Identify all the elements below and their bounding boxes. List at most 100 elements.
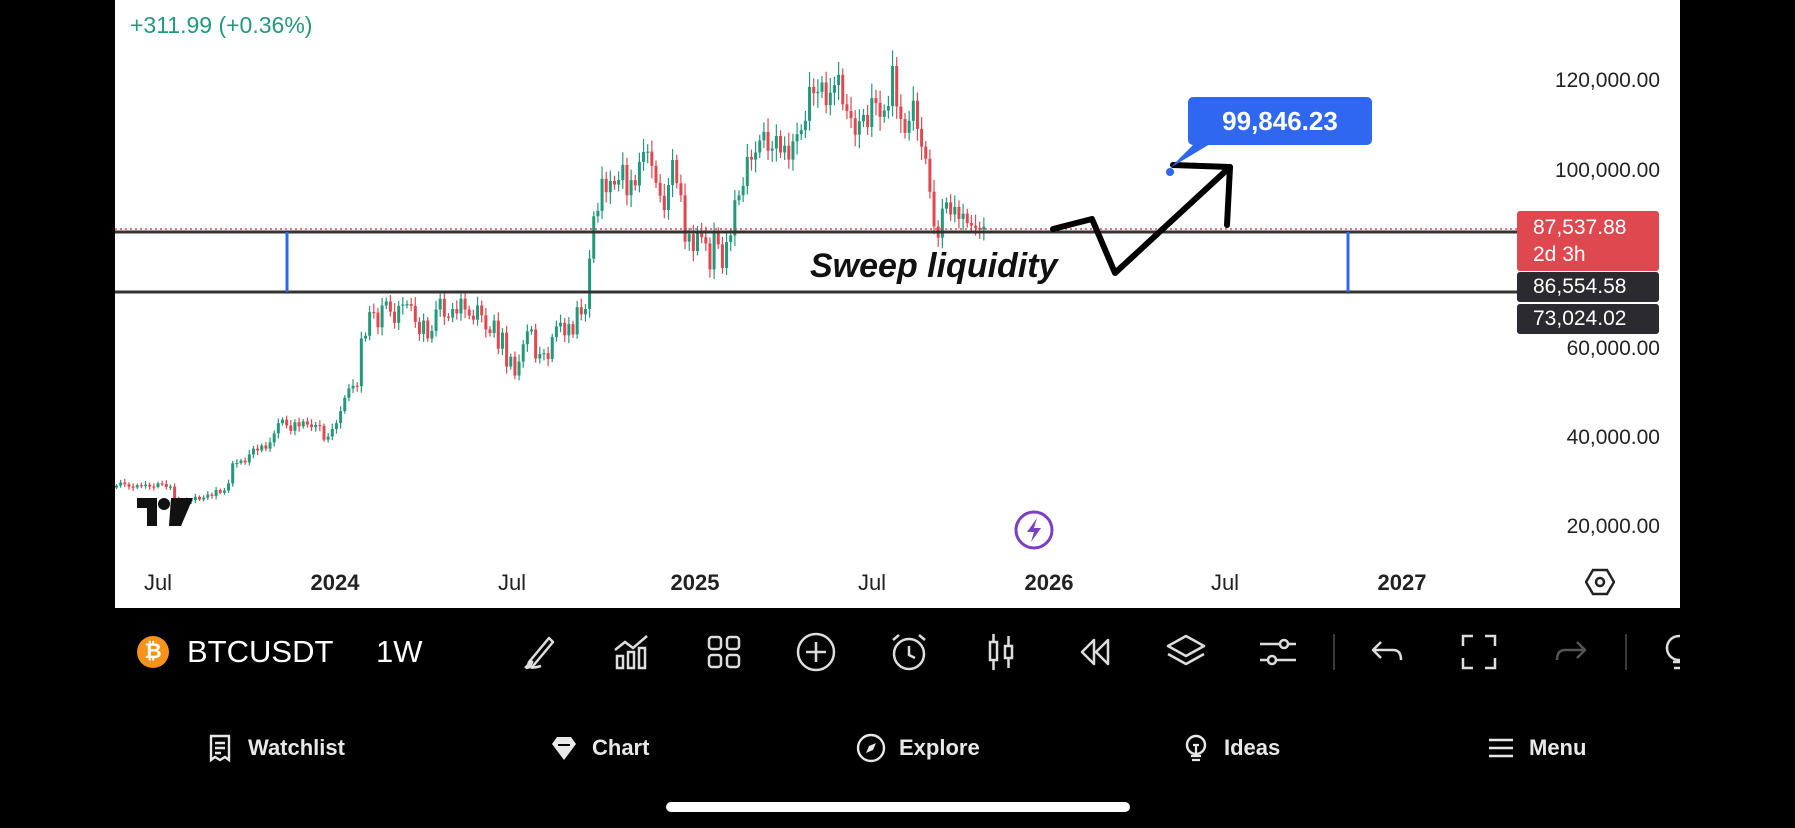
candle-body[interactable] (969, 222, 973, 226)
candle-body[interactable] (554, 326, 558, 338)
candle-body[interactable] (687, 234, 691, 242)
candle-body[interactable] (139, 485, 143, 487)
candle-body[interactable] (222, 490, 226, 493)
candle-body[interactable] (783, 145, 787, 153)
candle-body[interactable] (808, 86, 812, 121)
candle-body[interactable] (945, 202, 948, 209)
candle-body[interactable] (862, 115, 865, 122)
candle-body[interactable] (779, 135, 782, 153)
candle-body[interactable] (845, 104, 849, 111)
candle-body[interactable] (754, 152, 758, 160)
candle-body[interactable] (148, 484, 152, 487)
candle-body[interactable] (824, 82, 828, 106)
candle-body[interactable] (729, 235, 733, 243)
candle-body[interactable] (202, 497, 206, 500)
candle-body[interactable] (297, 422, 301, 427)
candle-body[interactable] (351, 385, 355, 389)
layout-grid-icon[interactable] (700, 628, 748, 676)
candle-body[interactable] (741, 185, 745, 196)
candle-body[interactable] (546, 353, 550, 359)
chart-settings-icon[interactable] (1585, 567, 1615, 597)
candle-body[interactable] (654, 165, 658, 183)
candle-body[interactable] (924, 146, 928, 159)
candle-body[interactable] (915, 100, 919, 129)
candle-body[interactable] (795, 134, 799, 142)
candle-body[interactable] (513, 356, 517, 376)
candle-body[interactable] (525, 331, 529, 345)
candle-body[interactable] (488, 329, 492, 334)
candle-body[interactable] (774, 135, 778, 149)
nav-chart[interactable]: Chart (548, 728, 649, 768)
candle-body[interactable] (405, 304, 409, 306)
candle-body[interactable] (621, 164, 625, 181)
candle-body[interactable] (127, 484, 131, 487)
candle-body[interactable] (339, 411, 343, 424)
candle-body[interactable] (700, 230, 704, 238)
candle-body[interactable] (434, 309, 438, 331)
candle-body[interactable] (471, 315, 475, 320)
candle-body[interactable] (476, 305, 480, 320)
candle-body[interactable] (675, 160, 679, 184)
candle-body[interactable] (260, 445, 264, 451)
candle-body[interactable] (820, 82, 824, 92)
candle-body[interactable] (372, 312, 376, 314)
candle-body[interactable] (874, 98, 878, 103)
candle-body[interactable] (164, 483, 168, 487)
candle-body[interactable] (496, 320, 500, 349)
candle-body[interactable] (866, 115, 870, 128)
nav-watchlist[interactable]: Watchlist (204, 728, 345, 768)
candle-body[interactable] (886, 106, 890, 111)
candle-body[interactable] (812, 86, 816, 94)
candle-body[interactable] (683, 195, 687, 242)
candle-body[interactable] (168, 486, 172, 488)
candle-body[interactable] (708, 243, 712, 270)
candle-body[interactable] (355, 385, 359, 387)
candle-body[interactable] (878, 102, 882, 117)
candle-body[interactable] (463, 298, 467, 310)
candle-body[interactable] (737, 195, 741, 201)
candle-body[interactable] (509, 356, 513, 367)
candle-body[interactable] (891, 65, 895, 107)
candle-body[interactable] (214, 490, 218, 496)
candle-body[interactable] (857, 121, 861, 135)
candle-body[interactable] (156, 483, 160, 487)
candle-body[interactable] (949, 202, 953, 215)
candle-body[interactable] (691, 234, 695, 252)
candle-body[interactable] (932, 191, 936, 227)
candle-body[interactable] (442, 298, 446, 317)
candle-body[interactable] (559, 322, 563, 327)
candle-body[interactable] (658, 182, 662, 196)
candle-body[interactable] (974, 225, 978, 228)
candle-body[interactable] (314, 424, 318, 428)
candle-body[interactable] (409, 304, 413, 306)
candle-body[interactable] (326, 436, 330, 440)
candle-body[interactable] (281, 419, 284, 424)
projection-arrow[interactable] (1050, 164, 1233, 276)
candle-body[interactable] (521, 344, 525, 362)
candle-body[interactable] (318, 424, 322, 427)
symbol-selector[interactable]: BTCUSDT (187, 634, 334, 669)
candle-body[interactable] (579, 307, 583, 315)
candle-body[interactable] (745, 156, 749, 186)
bitcoin-icon[interactable]: ₿ (137, 636, 169, 668)
candle-body[interactable] (642, 152, 646, 162)
candle-body[interactable] (961, 213, 965, 219)
candle-body[interactable] (343, 397, 347, 412)
candle-body[interactable] (380, 305, 384, 328)
candle-body[interactable] (173, 486, 177, 499)
candle-body[interactable] (451, 309, 455, 318)
candle-body[interactable] (920, 128, 924, 147)
candle-body[interactable] (119, 482, 123, 486)
target-price-callout[interactable]: 99,846.23 (1188, 97, 1372, 145)
redo-icon[interactable] (1547, 628, 1595, 676)
indicators-icon[interactable] (607, 628, 655, 676)
candle-body[interactable] (592, 216, 596, 259)
candle-body[interactable] (928, 158, 932, 192)
candle-body[interactable] (517, 361, 521, 376)
candle-body[interactable] (882, 110, 886, 117)
candle-body[interactable] (870, 98, 874, 128)
candle-body[interactable] (940, 208, 944, 238)
candle-body[interactable] (359, 338, 363, 387)
candle-body[interactable] (231, 463, 235, 484)
candle-body[interactable] (749, 156, 753, 160)
